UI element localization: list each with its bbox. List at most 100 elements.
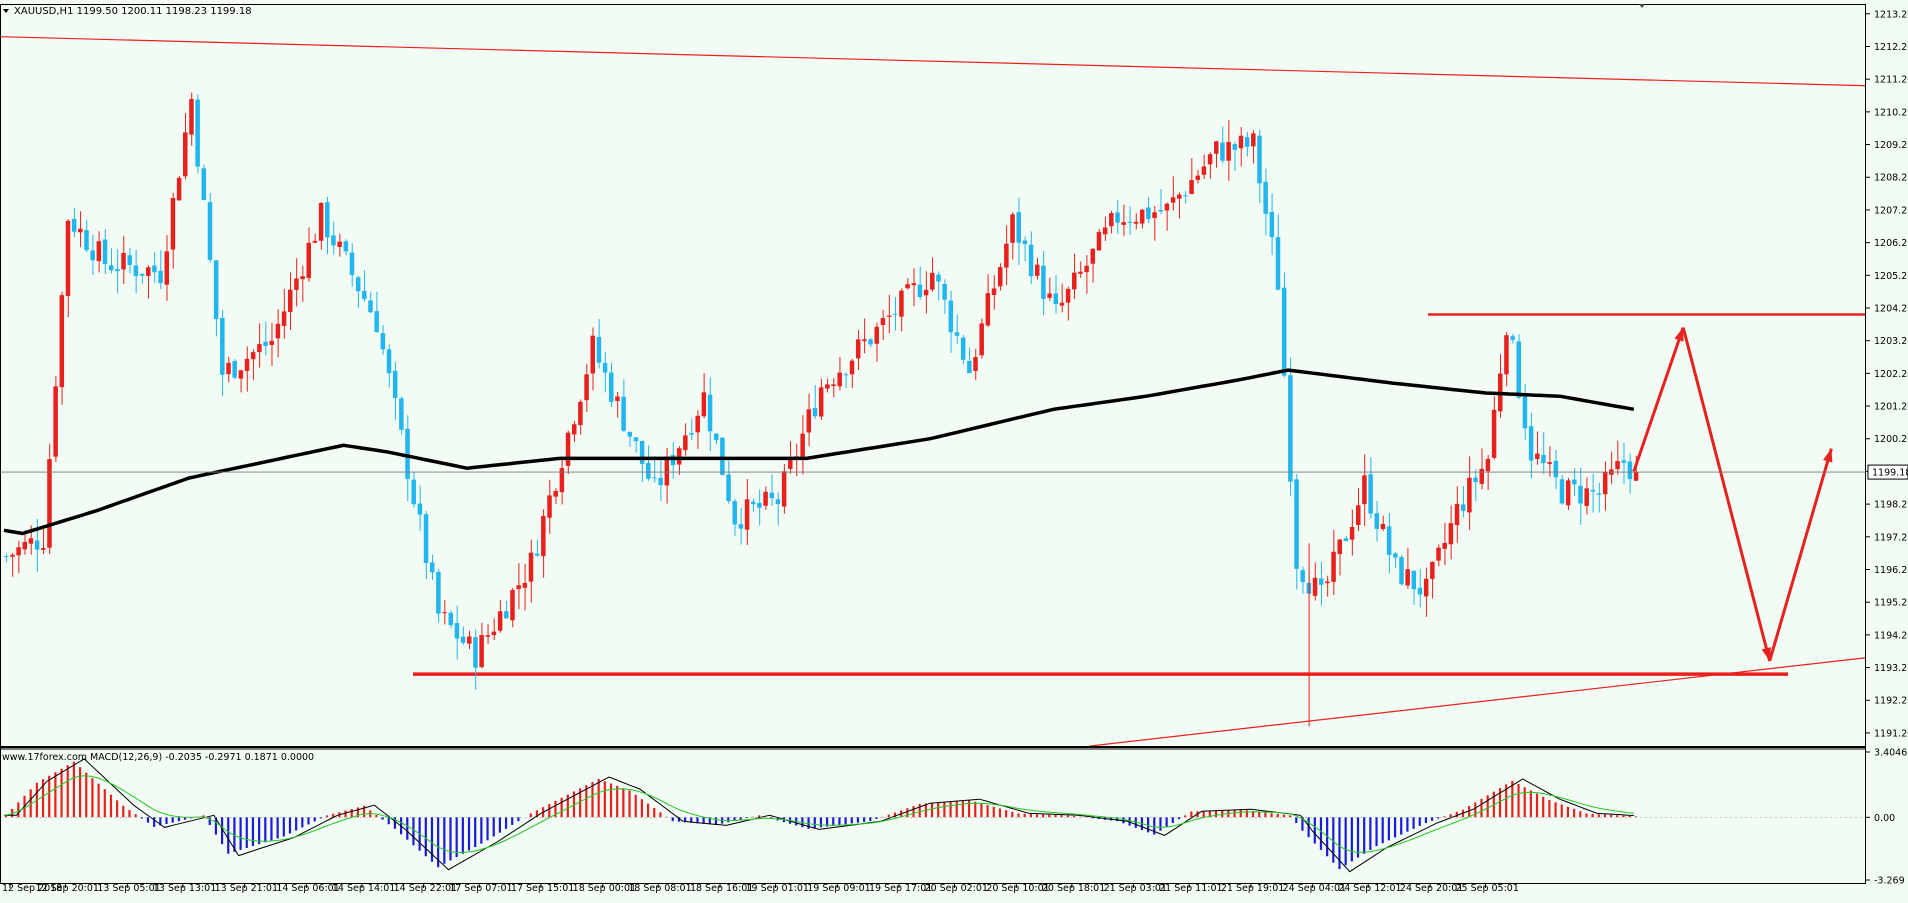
- candle-body: [34, 540, 40, 550]
- candle-body: [176, 177, 182, 201]
- candle-body: [294, 278, 299, 290]
- y-tick-label: 1207.20: [1874, 205, 1908, 216]
- candle-body: [96, 241, 102, 262]
- candle-body: [1010, 214, 1015, 243]
- candle-body: [1411, 570, 1417, 590]
- y-tick-label: 1208.20: [1874, 173, 1908, 184]
- candle-body: [1016, 212, 1021, 243]
- candle-body: [917, 284, 923, 297]
- candle-body: [1473, 477, 1478, 483]
- moving-average-line: [3, 368, 1635, 536]
- x-tick-label: 14 Sep 14:01: [332, 883, 395, 894]
- candle-body: [28, 538, 34, 544]
- candle-body: [522, 582, 528, 588]
- candle-body: [1331, 551, 1336, 582]
- candle-body: [1528, 426, 1534, 461]
- candle-body: [1232, 144, 1238, 150]
- candle-body: [1065, 288, 1071, 303]
- x-tick-label: 12 Sep 2018: [2, 883, 62, 894]
- candle-body: [701, 392, 707, 417]
- y-tick-label: 1211.20: [1874, 75, 1908, 86]
- candle-body: [1041, 265, 1046, 299]
- candle-body: [429, 562, 435, 573]
- candle-body: [287, 289, 293, 312]
- candle-body: [325, 202, 330, 238]
- candle-body: [1281, 287, 1287, 376]
- candle-body: [84, 230, 89, 251]
- candle-body: [1405, 569, 1410, 586]
- candle-body: [183, 132, 188, 177]
- candle-body: [991, 288, 997, 296]
- candle-body: [1127, 221, 1133, 223]
- candle-body: [158, 270, 163, 284]
- candle-body: [905, 284, 910, 289]
- candle-body: [800, 433, 805, 458]
- candle-body: [1572, 479, 1577, 485]
- candle-body: [590, 335, 595, 374]
- candle-body: [207, 202, 213, 260]
- candle-body: [1096, 231, 1102, 251]
- candle-body: [65, 220, 71, 296]
- candle-body: [1442, 542, 1447, 549]
- candle-body: [152, 265, 157, 273]
- candle-body: [436, 571, 441, 614]
- y-tick-label: 1200.20: [1874, 434, 1908, 445]
- candle-body: [763, 491, 768, 506]
- candle-body: [312, 240, 318, 243]
- candle-body: [627, 431, 633, 437]
- x-tick-label: 12 Sep 20:01: [36, 883, 99, 894]
- projection-segment: [1632, 327, 1685, 472]
- candle-body: [812, 407, 818, 417]
- candle-body: [454, 623, 460, 639]
- candle-body: [1220, 142, 1225, 161]
- candle-body: [47, 459, 52, 548]
- candle-body: [621, 396, 626, 431]
- x-tick-label: 13 Sep 21:01: [215, 883, 278, 894]
- candle-body: [985, 293, 991, 326]
- candle-body: [102, 239, 108, 265]
- candle-body: [652, 477, 657, 479]
- candle-body: [4, 556, 9, 558]
- candle-body: [1516, 341, 1522, 398]
- candle-body: [479, 635, 484, 668]
- candle-body: [41, 547, 46, 550]
- candle-body: [145, 267, 151, 276]
- x-tick-label: 21 Sep 11:01: [1159, 883, 1222, 894]
- candle-body: [775, 499, 781, 505]
- candle-body: [244, 358, 250, 371]
- candle-body: [1633, 472, 1639, 481]
- candle-body: [689, 432, 694, 435]
- candle-body: [646, 462, 651, 479]
- y-tick-label: 1194.20: [1874, 630, 1908, 641]
- candle-body: [1399, 557, 1404, 585]
- candle-body: [1578, 485, 1583, 504]
- candle-body: [423, 514, 429, 563]
- candle-body: [1547, 462, 1552, 464]
- candle-body: [1109, 213, 1114, 227]
- candle-body: [596, 336, 602, 363]
- candle-body: [1343, 538, 1349, 541]
- candle-body: [71, 218, 77, 232]
- candle-body: [825, 384, 830, 389]
- candle-body: [16, 547, 21, 556]
- x-tick-label: 19 Sep 09:01: [807, 883, 870, 894]
- candle-body: [923, 289, 929, 296]
- x-tick-label: 24 Sep 12:01: [1338, 883, 1401, 894]
- candle-body: [1454, 503, 1460, 526]
- x-tick-label: 21 Sep 19:01: [1221, 883, 1284, 894]
- candle-body: [967, 360, 972, 374]
- candle-body: [1102, 227, 1108, 235]
- y-tick-label: 1197.20: [1874, 532, 1908, 543]
- candle-body: [460, 636, 466, 643]
- candle-body: [1053, 293, 1059, 305]
- candle-body: [22, 541, 28, 550]
- candle-body: [713, 433, 719, 441]
- candle-body: [837, 372, 842, 387]
- current-price-box: [1867, 464, 1908, 480]
- projection-segment: [1768, 448, 1833, 662]
- x-tick-label: 13 Sep 13:01: [153, 883, 216, 894]
- candle-body: [541, 515, 546, 557]
- x-tick-label: 24 Sep 20:01: [1400, 883, 1463, 894]
